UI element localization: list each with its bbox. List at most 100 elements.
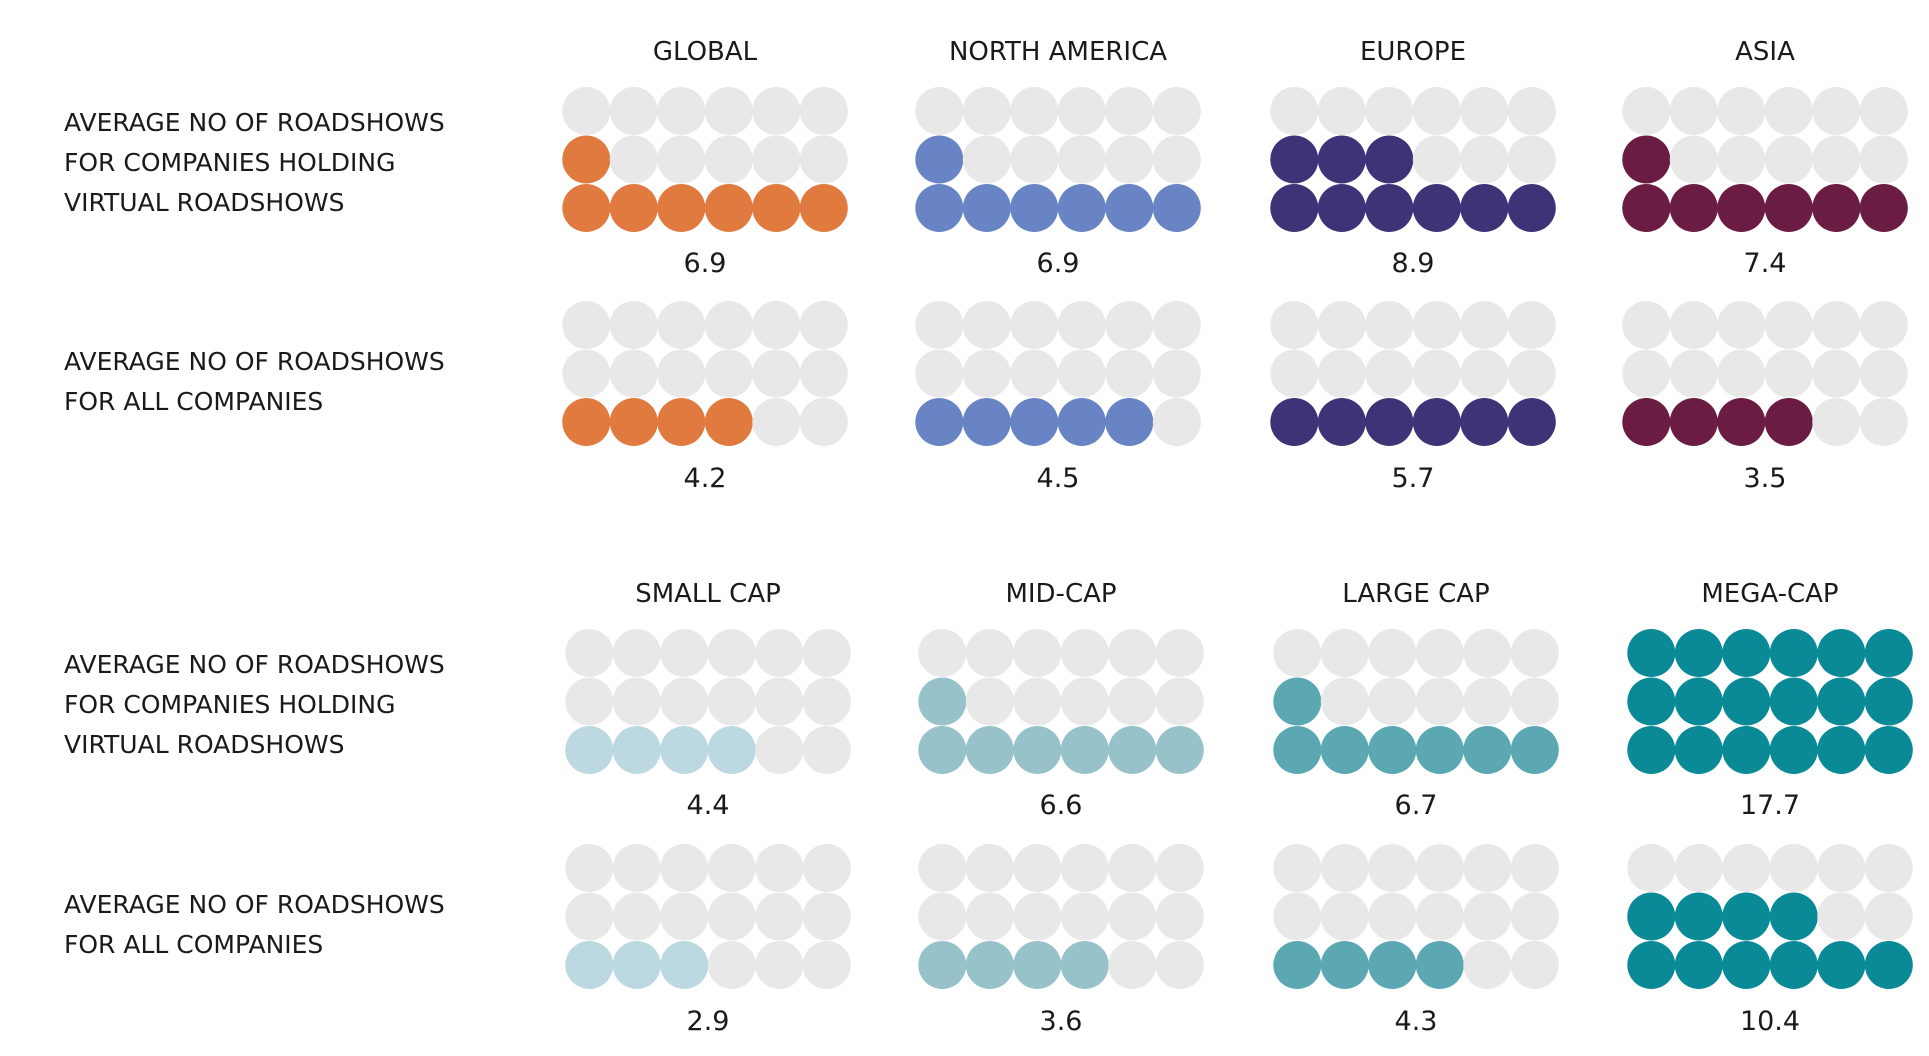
value-label-mega-cap-row1: 17.7 <box>1740 790 1800 821</box>
row-label-line: AVERAGE NO OF ROADSHOWS <box>64 650 445 679</box>
empty-dot <box>1812 301 1861 349</box>
row-label-1: AVERAGE NO OF ROADSHOWS FOR COMPANIES HOL… <box>64 650 445 759</box>
filled-dot <box>1812 184 1861 232</box>
empty-dot <box>799 135 848 184</box>
filled-dot <box>707 726 756 774</box>
row-label-line: VIRTUAL ROADSHOWS <box>64 730 344 759</box>
filled-dot <box>1320 726 1369 774</box>
empty-dot <box>1108 892 1157 941</box>
empty-dot <box>612 844 661 892</box>
empty-dot <box>1669 349 1718 398</box>
filled-dot <box>962 398 1011 446</box>
dot-grid-asia-row1 <box>1622 87 1908 232</box>
empty-dot <box>1060 844 1109 892</box>
filled-dot <box>1460 184 1509 232</box>
empty-dot <box>965 677 1014 726</box>
filled-dot <box>1627 677 1676 726</box>
empty-dot <box>1510 941 1559 989</box>
filled-dot <box>565 726 614 774</box>
dot-grid-north-america-row1 <box>915 87 1201 232</box>
empty-dot <box>565 844 614 892</box>
filled-dot <box>1108 726 1157 774</box>
empty-dot <box>1463 629 1512 677</box>
empty-dot <box>1415 629 1464 677</box>
filled-dot <box>1057 184 1106 232</box>
empty-dot <box>1717 301 1766 349</box>
empty-dot <box>1510 677 1559 726</box>
empty-dot <box>915 301 964 349</box>
dot-grid-global-row1 <box>562 87 848 232</box>
filled-dot <box>612 726 661 774</box>
empty-dot <box>1412 301 1461 349</box>
filled-dot <box>915 135 964 184</box>
empty-dot <box>1463 677 1512 726</box>
row-label-line: AVERAGE NO OF ROADSHOWS <box>64 108 445 137</box>
filled-dot <box>1769 892 1818 941</box>
empty-dot <box>1270 87 1319 135</box>
empty-dot <box>752 398 801 446</box>
filled-dot <box>1270 184 1319 232</box>
empty-dot <box>1769 844 1818 892</box>
empty-dot <box>612 629 661 677</box>
empty-dot <box>1812 349 1861 398</box>
row-label-2: AVERAGE NO OF ROADSHOWS FOR ALL COMPANIES <box>64 890 445 959</box>
empty-dot <box>1812 398 1861 446</box>
filled-dot <box>1817 629 1866 677</box>
empty-dot <box>565 629 614 677</box>
empty-dot <box>1368 892 1417 941</box>
filled-dot <box>562 398 611 446</box>
empty-dot <box>1155 677 1204 726</box>
empty-dot <box>1368 677 1417 726</box>
filled-dot <box>1674 892 1723 941</box>
empty-dot <box>1013 892 1062 941</box>
filled-dot <box>1270 398 1319 446</box>
filled-dot <box>1717 398 1766 446</box>
filled-dot <box>1674 629 1723 677</box>
dot-grid-asia-row2 <box>1622 301 1908 446</box>
empty-dot <box>1463 844 1512 892</box>
dot-grid-small-cap-row1 <box>565 629 851 774</box>
filled-dot <box>1627 629 1676 677</box>
filled-dot <box>562 135 611 184</box>
filled-dot <box>1317 184 1366 232</box>
row-label-2: AVERAGE NO OF ROADSHOWS FOR ALL COMPANIES <box>64 347 445 416</box>
dot-grid-mid-cap-row2 <box>918 844 1204 989</box>
row-label-line: VIRTUAL ROADSHOWS <box>64 188 344 217</box>
empty-dot <box>799 87 848 135</box>
filled-dot <box>1674 726 1723 774</box>
filled-dot <box>918 677 967 726</box>
empty-dot <box>1622 349 1671 398</box>
panel-2: SMALL CAP MID-CAP LARGE CAP MEGA-CAP AVERAGE… <box>64 579 1913 1037</box>
empty-dot <box>1155 941 1204 989</box>
empty-dot <box>1013 677 1062 726</box>
empty-dot <box>1013 629 1062 677</box>
empty-dot <box>1270 301 1319 349</box>
column-header-mega-cap: MEGA-CAP <box>1701 579 1838 609</box>
empty-dot <box>1155 629 1204 677</box>
empty-dot <box>660 677 709 726</box>
empty-dot <box>918 892 967 941</box>
empty-dot <box>1152 87 1201 135</box>
dot-grid-europe-row1 <box>1270 87 1556 232</box>
filled-dot <box>660 941 709 989</box>
empty-dot <box>962 301 1011 349</box>
empty-dot <box>609 301 658 349</box>
empty-dot <box>1669 301 1718 349</box>
empty-dot <box>1155 844 1204 892</box>
value-label-europe-row1: 8.9 <box>1392 248 1435 279</box>
filled-dot <box>1769 629 1818 677</box>
filled-dot <box>1674 677 1723 726</box>
empty-dot <box>1010 349 1059 398</box>
empty-dot <box>1013 844 1062 892</box>
empty-dot <box>1368 629 1417 677</box>
empty-dot <box>565 677 614 726</box>
empty-dot <box>609 135 658 184</box>
empty-dot <box>1864 892 1913 941</box>
empty-dot <box>707 844 756 892</box>
filled-dot <box>1669 398 1718 446</box>
filled-dot <box>1507 184 1556 232</box>
empty-dot <box>755 844 804 892</box>
filled-dot <box>1769 726 1818 774</box>
empty-dot <box>1463 941 1512 989</box>
filled-dot <box>1722 892 1771 941</box>
